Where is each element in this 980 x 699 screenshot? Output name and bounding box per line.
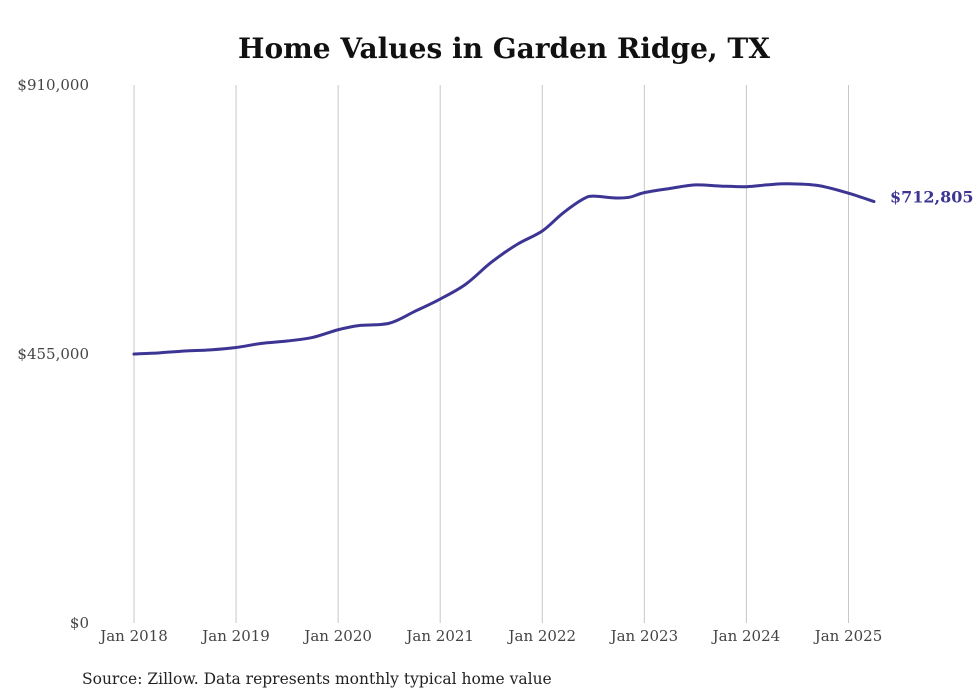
x-tick-label: Jan 2022 xyxy=(506,627,576,645)
x-tick-label: Jan 2020 xyxy=(302,627,372,645)
x-tick-label: Jan 2025 xyxy=(813,627,883,645)
y-tick-label: $910,000 xyxy=(17,76,89,94)
y-axis-ticks: $0 $455,000 $910,000 xyxy=(17,76,89,632)
series-layer: $712,805 xyxy=(132,182,974,356)
x-tick-label: Jan 2023 xyxy=(609,627,679,645)
chart-title: Home Values in Garden Ridge, TX xyxy=(238,32,770,65)
y-tick-label: $455,000 xyxy=(17,345,89,363)
source-note: Source: Zillow. Data represents monthly … xyxy=(82,670,552,688)
x-tick-label: Jan 2018 xyxy=(98,627,168,645)
end-value-label: $712,805 xyxy=(890,188,974,207)
x-tick-label: Jan 2019 xyxy=(200,627,270,645)
gridlines xyxy=(133,85,849,623)
x-tick-label: Jan 2024 xyxy=(711,627,781,645)
x-tick-label: Jan 2021 xyxy=(404,627,474,645)
y-tick-label: $0 xyxy=(70,614,89,632)
series-line xyxy=(132,182,876,356)
x-axis-ticks: Jan 2018 Jan 2019 Jan 2020 Jan 2021 Jan 2022… xyxy=(98,627,882,645)
